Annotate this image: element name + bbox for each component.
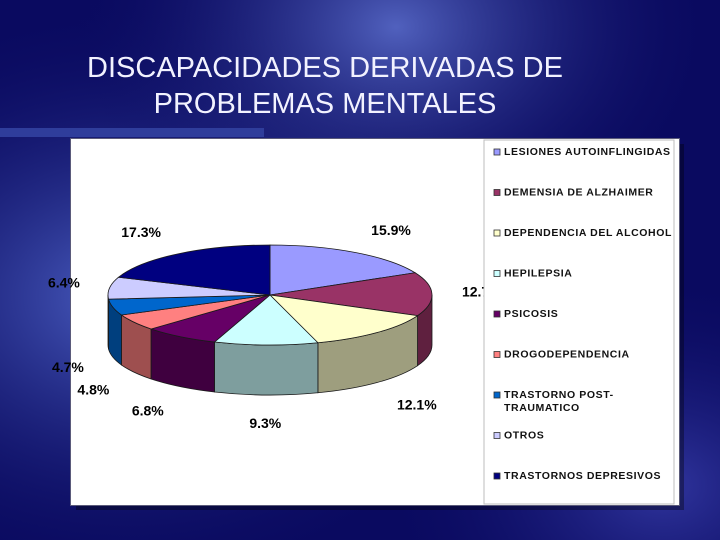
title-underline-bar: [0, 128, 264, 137]
pie-slice-trastornos-depresivos: [117, 244, 271, 296]
legend-label-lesiones-autoinflingidas: LESIONES AUTOINFLINGIDAS: [504, 146, 671, 158]
data-label-drogodependencia: 4.8%: [77, 382, 109, 398]
legend-swatch-lesiones-autoinflingidas: [493, 148, 501, 156]
data-label-lesiones-autoinflingidas: 15.9%: [371, 222, 411, 238]
slide-title-line-1: DISCAPACIDADES DERIVADAS DE: [87, 52, 563, 84]
pie-data-labels: 15.9%12.7%12.1%9.3%6.8%4.8%4.7%6.4%17.3%: [48, 222, 502, 431]
legend-swatch-trastorno-post-traumatico: [493, 391, 501, 399]
legend-label-hepilepsia: HEPILEPSIA: [504, 268, 572, 280]
data-label-otros: 6.4%: [48, 275, 80, 291]
slide-title: DISCAPACIDADES DERIVADAS DE PROBLEMAS ME…: [0, 50, 650, 122]
pie-slice-demensia-de-alzhaimer: [269, 272, 433, 317]
data-label-dependencia-del-alcohol: 12.1%: [397, 397, 437, 413]
pie-slice-hepilepsia: [213, 294, 319, 346]
legend-swatch-trastornos-depresivos: [493, 472, 501, 480]
legend-label-otros: OTROS: [504, 430, 544, 442]
pie-sides: [107, 294, 433, 396]
chart-legend: LESIONES AUTOINFLINGIDAS DEMENSIA DE ALZH…: [483, 139, 675, 505]
pie-slice-lesiones-autoinflingidas: [269, 244, 417, 296]
pie-slice-dependencia-del-alcohol: [268, 294, 419, 344]
legend-swatch-drogodependencia: [493, 351, 501, 358]
legend-swatch-psicosis: [493, 310, 501, 318]
legend-box: [483, 139, 675, 505]
data-label-trastorno-post-traumatico: 4.7%: [52, 359, 84, 375]
legend-swatch-hepilepsia: [493, 270, 501, 277]
legend-swatch-otros: [493, 432, 501, 439]
legend-label-dependencia-del-alcohol: DEPENDENCIA DEL ALCOHOL: [504, 227, 672, 239]
data-label-hepilepsia: 9.3%: [249, 415, 281, 431]
legend-label-demensia-de-alzhaimer: DEMENSIA DE ALZHAIMER: [504, 187, 654, 199]
pie-top: [107, 244, 433, 346]
data-label-trastornos-depresivos: 17.3%: [121, 224, 161, 240]
legend-label-psicosis: PSICOSIS: [504, 308, 558, 320]
legend-label-drogodependencia: DROGODEPENDENCIA: [504, 349, 630, 361]
data-label-psicosis: 6.8%: [132, 403, 164, 419]
pie-side-hepilepsia: [214, 341, 319, 396]
legend-swatch-demensia-de-alzhaimer: [493, 189, 501, 196]
legend-label-trastorno-post-traumatico: TRASTORNO POST-TRAUMATICO: [504, 389, 614, 414]
legend-swatch-dependencia-del-alcohol: [493, 229, 501, 237]
slide-title-line-2: PROBLEMAS MENTALES: [153, 88, 497, 120]
legend-label-trastornos-depresivos: TRASTORNOS DEPRESIVOS: [504, 470, 661, 482]
